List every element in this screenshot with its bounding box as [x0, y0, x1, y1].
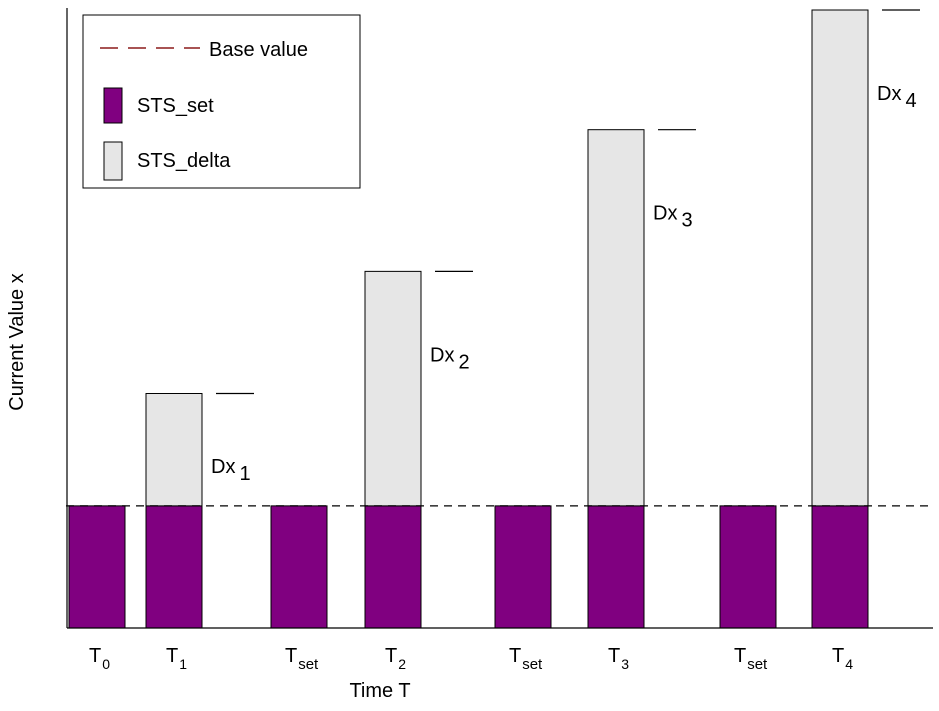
- legend: Base value STS_set STS_delta: [82, 14, 361, 189]
- x-tick-label: Tset: [734, 645, 768, 673]
- bar-sts-delta: [587, 129, 645, 507]
- delta-label: Dx 1: [211, 456, 251, 485]
- legend-sts-delta-swatch: [103, 141, 123, 181]
- bar-sts-set: [270, 505, 328, 629]
- bar-sts-delta: [811, 9, 869, 507]
- legend-label-base-value: Base value: [209, 39, 308, 61]
- bar-sts-set: [364, 505, 422, 629]
- legend-sts-set-swatch: [103, 87, 123, 124]
- delta-label: Dx 2: [430, 344, 470, 373]
- x-tick-label: T3: [608, 645, 629, 672]
- delta-labels: Dx 1 Dx 2 Dx 3 Dx 4: [211, 83, 917, 485]
- x-axis-title: Time T: [349, 680, 410, 702]
- x-tick-label: T4: [832, 645, 853, 672]
- delta-label: Dx 4: [877, 83, 917, 112]
- axes: [66, 8, 933, 629]
- bar-sts-delta: [145, 393, 203, 507]
- x-tick-label: T1: [166, 645, 187, 672]
- bar-sts-delta: [364, 270, 422, 507]
- bar-sts-set: [719, 505, 777, 629]
- bar-sts-set: [145, 505, 203, 629]
- bar-sts-set: [811, 505, 869, 629]
- legend-label-sts-delta: STS_delta: [137, 150, 231, 172]
- delta-label: Dx 3: [653, 203, 693, 232]
- bar-sts-set: [587, 505, 645, 629]
- x-tick-label: Tset: [509, 645, 543, 673]
- x-tick-label: T0: [89, 645, 110, 672]
- marks-layer: [216, 9, 920, 395]
- legend-label-sts-set: STS_set: [137, 95, 214, 117]
- x-tick-label: T2: [385, 645, 406, 672]
- bar-sts-set: [494, 505, 552, 629]
- x-tick-labels: T0 T1 Tset T2 Tset T3 Tset T4: [89, 645, 853, 673]
- y-axis-title: Current Value x: [6, 273, 28, 410]
- x-tick-label: Tset: [285, 645, 319, 673]
- bars-layer: [68, 9, 869, 629]
- legend-box: [82, 14, 361, 189]
- bar-sts-set: [68, 505, 126, 629]
